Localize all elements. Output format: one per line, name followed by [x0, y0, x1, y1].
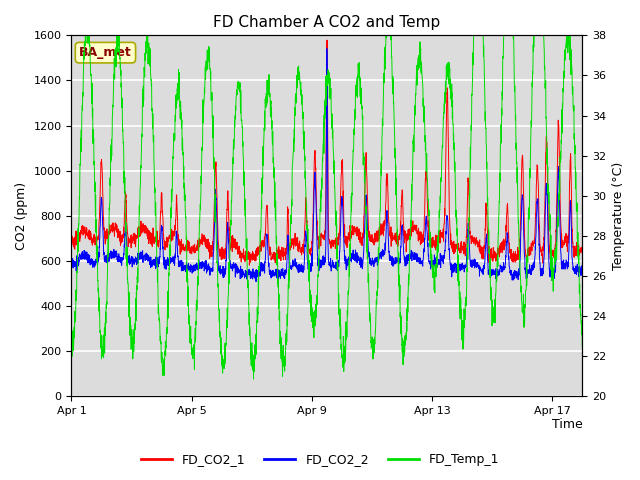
Y-axis label: Temperature (°C): Temperature (°C) — [612, 162, 625, 270]
Title: FD Chamber A CO2 and Temp: FD Chamber A CO2 and Temp — [213, 15, 440, 30]
Text: Time: Time — [552, 418, 582, 431]
Y-axis label: CO2 (ppm): CO2 (ppm) — [15, 182, 28, 250]
Text: BA_met: BA_met — [79, 46, 132, 59]
Legend: FD_CO2_1, FD_CO2_2, FD_Temp_1: FD_CO2_1, FD_CO2_2, FD_Temp_1 — [136, 448, 504, 471]
